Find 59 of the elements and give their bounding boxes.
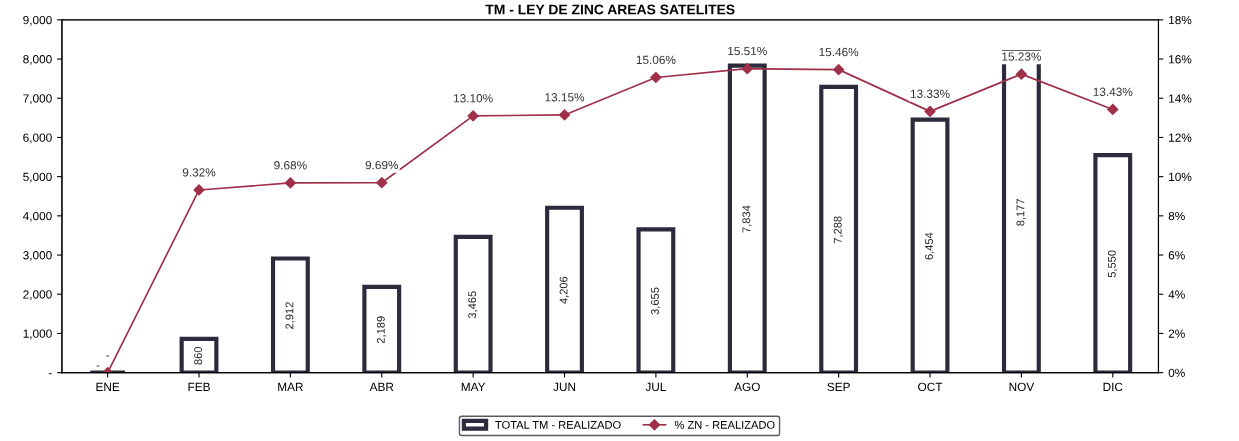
x-tick-label: AGO bbox=[734, 382, 760, 392]
x-tick-label: DIC bbox=[1103, 382, 1123, 392]
y2-tick-label: 16% bbox=[1169, 55, 1192, 64]
y-tick-label: 4,000 bbox=[22, 211, 52, 222]
x-tick-label: FEB bbox=[188, 382, 210, 391]
data-label: 15.46% bbox=[819, 47, 859, 57]
data-label: 13.33% bbox=[910, 89, 950, 98]
y2-tick-label: 4% bbox=[1168, 290, 1185, 299]
x-tick-label: OCT bbox=[918, 382, 943, 392]
data-label: - bbox=[106, 355, 110, 357]
y2-tick-label: 10% bbox=[1169, 172, 1192, 182]
y-tick-label: 7,000 bbox=[23, 94, 52, 105]
data-label: 6,454 bbox=[925, 232, 935, 260]
chart-title: TM - LEY DE ZINC AREAS SATELITES bbox=[485, 4, 735, 15]
y-tick-label: 3,000 bbox=[23, 251, 52, 261]
x-tick-label: SEP bbox=[827, 382, 850, 392]
x-tick-label: JUN bbox=[553, 382, 576, 392]
y2-tick-label: 18% bbox=[1169, 15, 1192, 25]
y2-tick-label: 0% bbox=[1168, 368, 1185, 378]
y-tick-label: - bbox=[48, 373, 52, 375]
x-tick-label: NOV bbox=[1009, 382, 1035, 392]
legend-label: TOTAL TM - REALIZADO bbox=[495, 420, 621, 429]
y2-tick-label: 12% bbox=[1169, 133, 1192, 142]
data-label: 7,834 bbox=[742, 205, 752, 233]
data-label: 15.23% bbox=[1002, 52, 1041, 61]
data-label: 15.06% bbox=[636, 55, 676, 65]
legend-label: % ZN - REALIZADO bbox=[674, 420, 775, 429]
y2-tick-label: 6% bbox=[1168, 251, 1185, 260]
x-tick-label: ENE bbox=[96, 382, 120, 391]
y2-tick-label: 8% bbox=[1168, 211, 1185, 221]
data-label: 2,189 bbox=[376, 316, 387, 344]
y-tick-label: 6,000 bbox=[23, 133, 52, 144]
y2-tick-label: 14% bbox=[1169, 94, 1192, 103]
data-label: 5,550 bbox=[1107, 250, 1118, 278]
data-label: 3,655 bbox=[651, 287, 661, 315]
data-label: 13.10% bbox=[454, 94, 493, 103]
data-label: 4,206 bbox=[559, 276, 569, 304]
y-tick-label: 1,000 bbox=[23, 329, 52, 340]
data-label: 2,912 bbox=[285, 302, 295, 329]
data-label: 13.43% bbox=[1093, 87, 1133, 96]
y-tick-label: 9,000 bbox=[23, 15, 52, 26]
x-tick-label: MAR bbox=[278, 382, 303, 391]
data-label: 9.69% bbox=[365, 160, 399, 170]
data-label: 15.51% bbox=[728, 46, 767, 56]
y-tick-label: 2,000 bbox=[23, 290, 52, 301]
data-label: 860 bbox=[194, 346, 202, 365]
x-tick-label: JUL bbox=[645, 382, 666, 392]
y2-tick-label: 2% bbox=[1168, 329, 1185, 338]
data-label: 8,177 bbox=[1016, 199, 1026, 226]
y-tick-label: 5,000 bbox=[23, 172, 52, 183]
data-label: 13.15% bbox=[545, 93, 585, 102]
data-label: - bbox=[96, 365, 100, 367]
x-tick-label: ABR bbox=[369, 382, 394, 391]
data-label: 9.32% bbox=[182, 168, 216, 177]
x-tick-label: MAY bbox=[461, 382, 486, 391]
y-tick-label: 8,000 bbox=[23, 55, 52, 65]
data-label: 3,465 bbox=[468, 291, 478, 319]
data-label: 9.68% bbox=[274, 161, 307, 170]
data-label: 7,288 bbox=[833, 216, 843, 244]
